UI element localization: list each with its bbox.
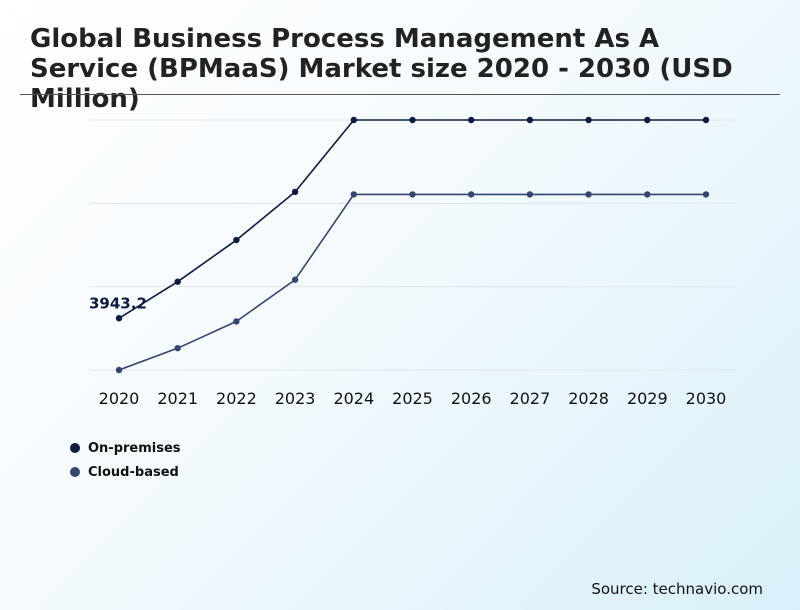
- legend-label-on-premises: On-premises: [88, 440, 181, 456]
- x-tick-label-2024: 2024: [333, 389, 374, 408]
- data-point-on-premises-2023: [291, 188, 299, 196]
- data-point-cloud-based-2021: [174, 344, 181, 352]
- data-point-cloud-based-2024: [350, 191, 357, 198]
- x-tick-label-2029: 2029: [627, 389, 668, 408]
- source-credit: Source: technavio.com: [591, 580, 763, 598]
- x-tick-label-2028: 2028: [568, 389, 609, 408]
- data-point-cloud-based-2028: [585, 191, 592, 198]
- data-point-cloud-based-2029: [644, 191, 651, 198]
- legend-item-on-premises: On-premises: [70, 436, 181, 460]
- legend-label-cloud-based: Cloud-based: [88, 464, 179, 480]
- data-point-on-premises-2025: [409, 116, 416, 124]
- data-point-cloud-based-2023: [291, 276, 299, 283]
- data-point-on-premises-2030: [702, 116, 710, 124]
- chart-title: Global Business Process Management As A …: [30, 24, 733, 114]
- series-line-cloud-based: [118, 193, 706, 371]
- data-point-cloud-based-2026: [468, 191, 475, 198]
- title-divider: [20, 94, 780, 95]
- data-point-cloud-based-2022: [233, 318, 240, 325]
- data-point-cloud-based-2020: [115, 366, 123, 374]
- x-tick-label-2027: 2027: [510, 389, 551, 408]
- data-point-on-premises-2028: [585, 116, 592, 124]
- x-tick-label-2025: 2025: [392, 389, 433, 408]
- data-point-on-premises-2024: [350, 116, 357, 124]
- x-tick-label-2023: 2023: [275, 389, 316, 408]
- data-point-on-premises-2020: [115, 315, 123, 322]
- data-point-cloud-based-2030: [702, 191, 710, 198]
- data-point-cloud-based-2025: [409, 191, 416, 198]
- data-point-on-premises-2027: [526, 116, 534, 124]
- legend-marker-on-premises: [70, 443, 80, 453]
- x-tick-label-2022: 2022: [216, 389, 257, 408]
- data-label-on-premises-2020: 3943.2: [89, 294, 147, 312]
- chart-legend: On-premises Cloud-based: [70, 436, 181, 484]
- x-tick-label-2021: 2021: [157, 389, 198, 408]
- data-point-on-premises-2022: [233, 236, 240, 244]
- x-tick-label-2026: 2026: [451, 389, 492, 408]
- series-line-on-premises: [118, 119, 706, 319]
- data-point-on-premises-2026: [468, 116, 475, 124]
- x-tick-label-2030: 2030: [686, 389, 727, 408]
- data-point-on-premises-2021: [174, 278, 181, 285]
- data-point-on-premises-2029: [644, 116, 651, 124]
- legend-marker-cloud-based: [70, 467, 80, 477]
- legend-item-cloud-based: Cloud-based: [70, 460, 181, 484]
- data-point-cloud-based-2027: [526, 191, 534, 198]
- x-tick-label-2020: 2020: [99, 389, 140, 408]
